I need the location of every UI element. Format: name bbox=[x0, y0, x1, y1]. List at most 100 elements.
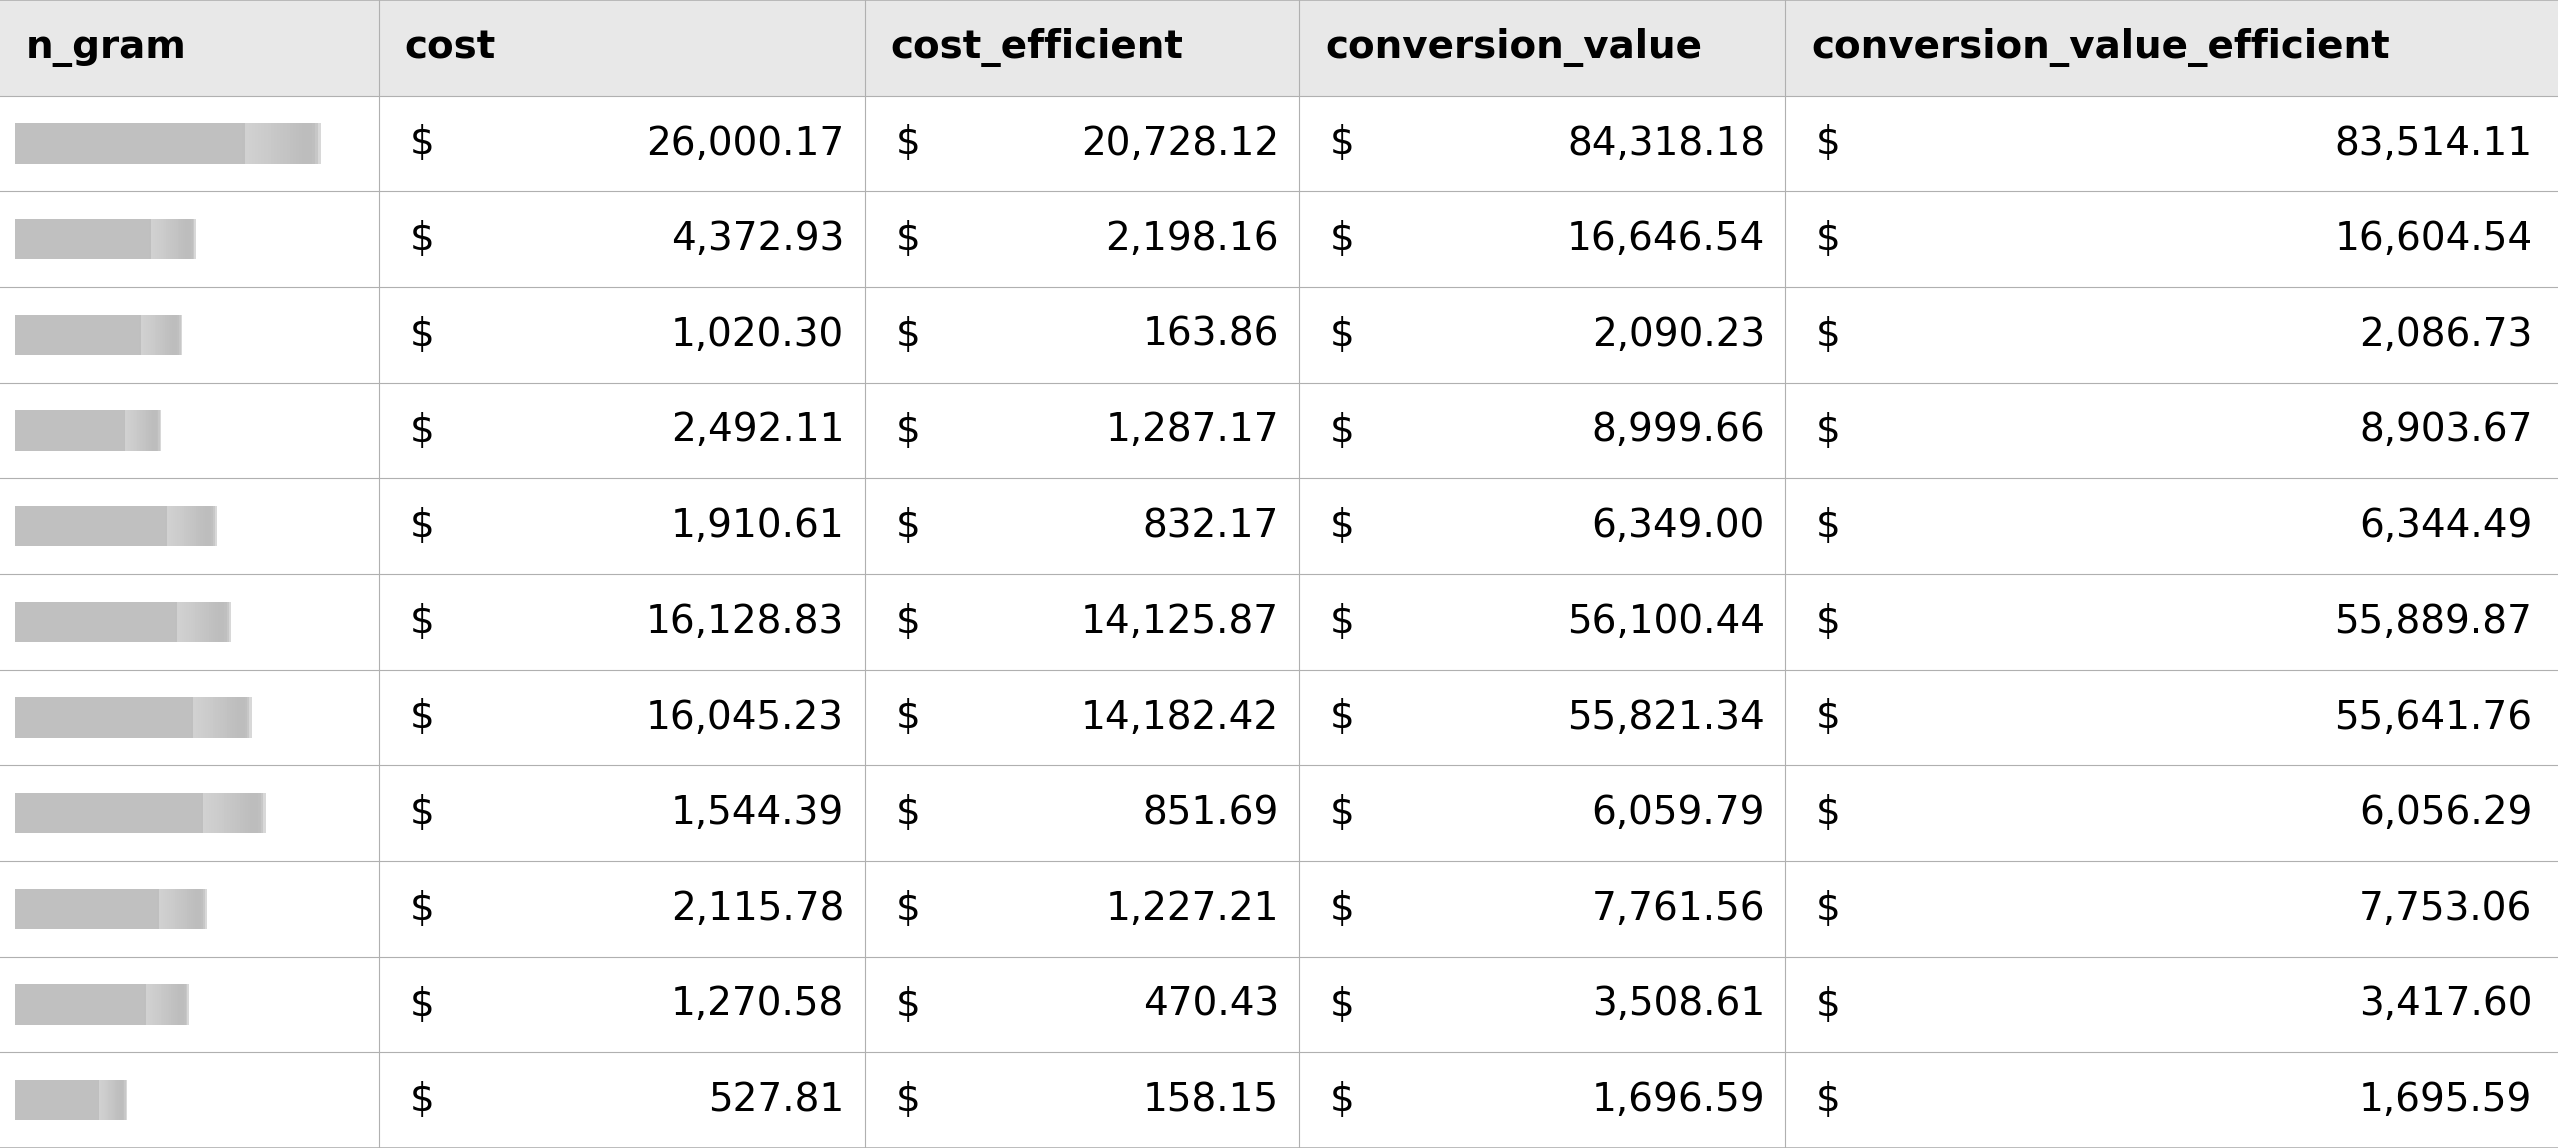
Bar bbox=[15, 698, 238, 737]
Bar bbox=[15, 793, 228, 833]
Bar bbox=[15, 219, 187, 259]
Bar bbox=[15, 123, 271, 163]
Bar bbox=[15, 123, 274, 163]
Bar bbox=[15, 123, 294, 163]
Bar bbox=[15, 984, 187, 1024]
Bar bbox=[15, 698, 200, 737]
Bar bbox=[15, 793, 258, 833]
Bar bbox=[15, 219, 164, 259]
Bar bbox=[15, 219, 151, 259]
Bar bbox=[15, 889, 174, 929]
Text: $: $ bbox=[895, 411, 921, 450]
Bar bbox=[15, 315, 146, 355]
Bar bbox=[15, 315, 161, 355]
Bar bbox=[15, 602, 192, 642]
Bar bbox=[15, 602, 220, 642]
Bar bbox=[15, 219, 151, 259]
Text: 55,641.76: 55,641.76 bbox=[2335, 698, 2532, 737]
Text: $: $ bbox=[409, 220, 435, 258]
Bar bbox=[15, 889, 156, 929]
Bar bbox=[15, 793, 233, 833]
Bar bbox=[15, 219, 164, 259]
Bar bbox=[15, 698, 248, 737]
Bar bbox=[15, 889, 159, 929]
Text: 56,100.44: 56,100.44 bbox=[1568, 603, 1765, 641]
Bar bbox=[15, 219, 182, 259]
Bar bbox=[15, 889, 184, 929]
Bar bbox=[15, 410, 148, 450]
Bar bbox=[15, 123, 233, 163]
Text: 6,344.49: 6,344.49 bbox=[2358, 507, 2532, 545]
Bar bbox=[15, 1080, 123, 1120]
Text: $: $ bbox=[895, 507, 921, 545]
Bar bbox=[15, 698, 233, 737]
Bar bbox=[15, 889, 159, 929]
Bar bbox=[15, 889, 192, 929]
Text: 84,318.18: 84,318.18 bbox=[1568, 124, 1765, 163]
Bar bbox=[15, 602, 194, 642]
Text: $: $ bbox=[1816, 316, 1842, 354]
Bar bbox=[15, 793, 261, 833]
Bar bbox=[15, 602, 177, 642]
Bar bbox=[15, 793, 220, 833]
Text: 1,910.61: 1,910.61 bbox=[670, 507, 844, 545]
Bar bbox=[15, 984, 174, 1024]
Text: $: $ bbox=[1816, 1081, 1842, 1119]
Bar bbox=[15, 984, 182, 1024]
Text: $: $ bbox=[409, 603, 435, 641]
Bar bbox=[15, 984, 179, 1024]
Text: $: $ bbox=[1816, 124, 1842, 163]
Bar bbox=[15, 602, 177, 642]
Bar bbox=[15, 506, 197, 546]
Text: $: $ bbox=[1330, 124, 1356, 163]
Bar bbox=[15, 410, 156, 450]
Bar bbox=[15, 506, 182, 546]
Bar bbox=[15, 1080, 120, 1120]
Bar bbox=[15, 410, 141, 450]
Text: $: $ bbox=[1330, 220, 1356, 258]
Bar bbox=[15, 984, 153, 1024]
Bar bbox=[15, 793, 230, 833]
Bar bbox=[15, 1080, 128, 1120]
Bar bbox=[15, 889, 205, 929]
Bar bbox=[15, 602, 171, 642]
Bar bbox=[15, 1080, 102, 1120]
Bar bbox=[15, 506, 159, 546]
Bar bbox=[15, 698, 212, 737]
Bar bbox=[15, 602, 210, 642]
Bar bbox=[15, 602, 225, 642]
Bar bbox=[15, 219, 184, 259]
Bar bbox=[15, 1080, 107, 1120]
Bar bbox=[15, 889, 197, 929]
Bar bbox=[15, 602, 197, 642]
Bar bbox=[15, 889, 177, 929]
Bar bbox=[15, 793, 235, 833]
Bar bbox=[15, 698, 235, 737]
Bar bbox=[15, 506, 166, 546]
Bar bbox=[15, 506, 166, 546]
Text: $: $ bbox=[895, 698, 921, 737]
Text: cost_efficient: cost_efficient bbox=[890, 29, 1182, 68]
Bar bbox=[15, 793, 251, 833]
Bar bbox=[15, 315, 148, 355]
Text: $: $ bbox=[1330, 411, 1356, 450]
Bar bbox=[15, 506, 177, 546]
Text: $: $ bbox=[895, 985, 921, 1024]
Bar bbox=[15, 793, 223, 833]
Bar bbox=[15, 698, 187, 737]
Text: 1,696.59: 1,696.59 bbox=[1591, 1081, 1765, 1119]
Bar bbox=[15, 793, 246, 833]
Bar bbox=[15, 219, 156, 259]
Bar bbox=[15, 123, 289, 163]
Bar bbox=[15, 698, 215, 737]
Bar bbox=[15, 410, 138, 450]
Bar bbox=[15, 1080, 97, 1120]
Bar bbox=[15, 1080, 97, 1120]
Bar bbox=[15, 698, 243, 737]
Bar bbox=[15, 123, 246, 163]
Bar bbox=[15, 219, 156, 259]
Bar bbox=[15, 410, 128, 450]
Bar bbox=[15, 123, 304, 163]
Bar bbox=[15, 506, 194, 546]
Bar bbox=[15, 1080, 115, 1120]
